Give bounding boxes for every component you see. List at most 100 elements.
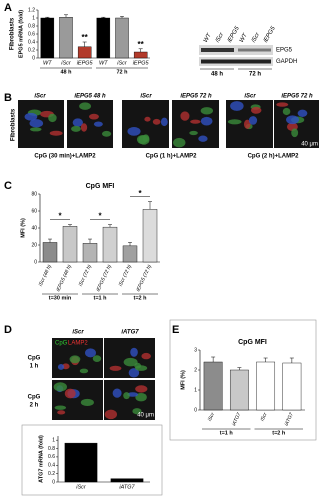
cell (200, 116, 213, 126)
cell (29, 127, 42, 132)
significance: ** (82, 33, 89, 42)
significance: * (98, 212, 102, 221)
bar (82, 243, 98, 263)
image-label: iScr (244, 94, 256, 100)
y-tick-label: 0.6 (48, 454, 55, 460)
cell (135, 365, 148, 371)
bar (122, 245, 138, 263)
image-label: iEPG5 72 h (180, 94, 212, 100)
cell (243, 119, 251, 129)
chart-title: CpG MFI (238, 339, 267, 346)
cell (135, 385, 148, 393)
cell (92, 355, 102, 362)
y-tick-label: 40 (31, 225, 37, 231)
cell (180, 111, 190, 121)
cell (49, 130, 63, 136)
x-label-group: iScr (207, 412, 216, 423)
group-label: t=30 min (49, 295, 72, 301)
bar (42, 242, 58, 263)
y-tick-label: 3 (194, 347, 197, 353)
x-tick-label: iScr (260, 412, 269, 423)
significance: * (58, 212, 62, 221)
x-label-group: iATG7 (231, 412, 242, 427)
cell (127, 127, 141, 136)
cell (250, 106, 262, 114)
y-label-group: MFI (%) (20, 218, 26, 238)
x-label-group: iScr (260, 412, 269, 423)
y-tick-label: 1.2 (28, 7, 35, 13)
side-label: Fibroblasts (10, 17, 16, 50)
bar (110, 478, 144, 483)
x-label-group: iScr (72 h) (118, 264, 133, 288)
cell (80, 123, 88, 132)
y-tick-label: 0.8 (28, 23, 35, 29)
scale-label: 40 μm (301, 142, 318, 148)
x-tick-label: iScr (76, 484, 87, 490)
row-label: CpG (28, 356, 41, 362)
bar (96, 17, 111, 59)
x-label-group: iATG7 (284, 412, 295, 427)
panel-b: Fibroblasts iScr iEPG5 48 h iScr iEPG5 7… (11, 94, 319, 160)
image-caption: CpG (2 h)+LAMP2 (248, 154, 299, 160)
cell (141, 352, 151, 360)
y-tick-label: 1 (32, 15, 35, 21)
x-tick-label: iScr (117, 60, 128, 66)
cell (48, 113, 57, 123)
x-tick-label: WT (43, 60, 52, 66)
bar (59, 17, 73, 59)
bar (229, 369, 249, 411)
y-tick-label: 0.2 (48, 471, 55, 477)
micrograph (274, 100, 319, 148)
blot-band (201, 48, 234, 52)
x-label-group: iScr (48 h) (38, 264, 53, 288)
y-tick-label: 0 (194, 407, 197, 413)
x-tick-label: iScr (72 h) (78, 264, 93, 288)
x-tick-label: iScr (72 h) (118, 264, 133, 288)
cell (53, 382, 67, 392)
y-axis-label: EPG5 mRNA (fold) (18, 10, 24, 58)
cell (198, 135, 208, 142)
column-label: iScr (72, 330, 84, 336)
cell (132, 408, 142, 415)
cell (152, 118, 161, 125)
bar (203, 361, 223, 411)
bar (142, 209, 158, 263)
lane-label: WT (239, 32, 250, 44)
cell (248, 116, 258, 125)
cell (109, 365, 122, 371)
cell (85, 348, 96, 358)
panel-letter: E (172, 324, 179, 336)
panel-d-chart-frame (21, 424, 163, 496)
cell (189, 130, 198, 136)
cell (276, 102, 289, 107)
x-tick-label: iEPG5 (133, 60, 150, 66)
side-label: Fibroblasts (11, 108, 17, 141)
cell (71, 125, 81, 132)
band-label: GAPDH (276, 59, 297, 65)
y-tick-label: 0 (52, 479, 55, 485)
cell (80, 398, 94, 407)
y-tick-label: 0 (32, 55, 35, 61)
cell (200, 107, 214, 115)
cell (29, 119, 44, 128)
cell (93, 121, 103, 127)
lane-label: iScr (251, 31, 262, 44)
cell (104, 409, 118, 420)
x-tick-label: iATG7 (231, 412, 242, 427)
cell (123, 392, 130, 400)
y-tick-label: 1 (194, 387, 197, 393)
cell (297, 109, 308, 117)
x-tick-label: iATG7 (119, 484, 135, 490)
lane-label: iEPG5 (263, 25, 277, 44)
cell (282, 107, 291, 116)
lane-label: WT (203, 32, 214, 44)
lane-label: iScr (215, 31, 226, 44)
bar (115, 17, 129, 59)
cell (128, 368, 140, 378)
row-label: 2 h (30, 403, 39, 409)
x-label-group: iScr (72 h) (78, 264, 93, 288)
panel-letter: A (4, 2, 12, 14)
time-label: 72 h (249, 72, 261, 78)
image-label: iScr (140, 94, 152, 100)
